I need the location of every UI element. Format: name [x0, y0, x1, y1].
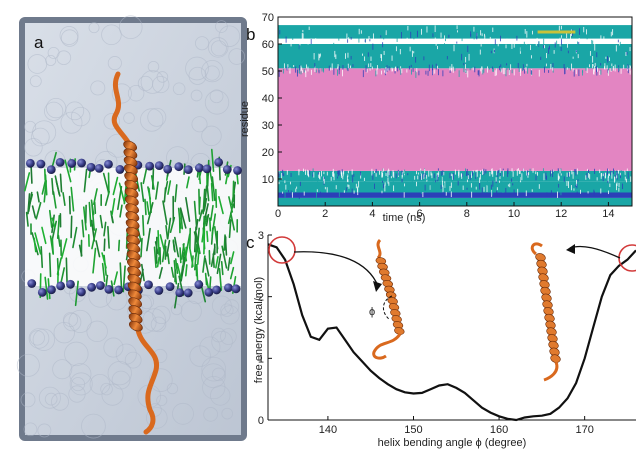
panel-c: 140 150 160 170 0 1 2 3 ϕ c helix bending angle… — [246, 230, 636, 449]
arrow-to-bent — [293, 251, 379, 287]
panel-c-ylabel: free energy (kcal/mol) — [253, 277, 265, 383]
panel-a: a — [16, 15, 247, 441]
arrow-to-straight — [569, 245, 621, 259]
ss-band-coil — [278, 181, 632, 193]
panel-b-xtick: 2 — [322, 208, 328, 220]
panel-b-ylabel: residue — [239, 101, 251, 137]
ss-band-coil — [278, 170, 632, 182]
panel-b-axes: 0 2 4 6 8 10 12 14 10 20 30 40 50 60 70 — [262, 12, 633, 220]
panel-b-ytick: 20 — [262, 147, 274, 159]
lipid-headgroups-top — [25, 157, 242, 175]
panel-c-xlabel: helix bending angle ϕ (degree) — [378, 437, 527, 449]
panel-b-xtick: 12 — [555, 208, 567, 220]
panel-b-ytick: 70 — [262, 12, 274, 24]
panel-b-xtick: 14 — [602, 208, 614, 220]
ss-band-turn — [278, 38, 632, 44]
panel-b-xtick: 4 — [369, 208, 375, 220]
panel-c-ytick: 3 — [258, 230, 264, 242]
panel-c-xtick: 170 — [575, 424, 593, 436]
ss-band-bridge — [278, 192, 632, 198]
helix-ribbon — [123, 140, 143, 332]
arrowhead-straight — [566, 244, 575, 254]
panel-c-ytick: 2 — [258, 292, 264, 304]
panel-c-ytick: 0 — [258, 415, 264, 427]
panel-b-ytick: 60 — [262, 39, 274, 51]
arrowhead-bent — [373, 281, 382, 292]
panel-label-a: a — [34, 33, 44, 52]
panel-b: 0 2 4 6 8 10 12 14 10 20 30 40 50 60 70 b time (ns) re… — [239, 12, 633, 224]
phi-symbol: ϕ — [369, 306, 375, 318]
panel-b-xlabel: time (ns) — [383, 212, 426, 224]
panel-c-xtick: 160 — [490, 424, 508, 436]
panel-c-xtick: 140 — [319, 424, 337, 436]
panel-b-ytick: 10 — [262, 174, 274, 186]
free-energy-curve — [267, 243, 636, 422]
panel-b-ytick: 40 — [262, 93, 274, 105]
straight-helix-snapshot — [530, 242, 561, 382]
panel-c-axes: 140 150 160 170 0 1 2 3 — [258, 230, 636, 436]
panel-b-xtick: 10 — [508, 208, 520, 220]
panel-b-xtick: 6 — [417, 208, 423, 220]
panel-b-xtick: 0 — [275, 208, 281, 220]
secondary-structure-noise — [278, 25, 633, 199]
bent-helix-snapshot: ϕ — [369, 238, 405, 360]
panel-label-c: c — [246, 233, 255, 252]
ss-band-coil — [278, 25, 632, 39]
panel-label-b: b — [246, 25, 255, 44]
panel-b-ytick: 30 — [262, 120, 274, 132]
bent-state-marker — [268, 236, 296, 264]
panel-b-ytick: 50 — [262, 66, 274, 78]
panel-c-xtick: 150 — [404, 424, 422, 436]
panel-c-ytick: 1 — [258, 353, 264, 365]
ss-band-coil — [278, 44, 632, 69]
ss-band-helix — [278, 68, 632, 171]
ss-band-coil — [278, 197, 632, 206]
secondary-structure-map — [278, 25, 632, 206]
panel-b-xtick: 8 — [464, 208, 470, 220]
transmembrane-peptide — [111, 71, 160, 435]
